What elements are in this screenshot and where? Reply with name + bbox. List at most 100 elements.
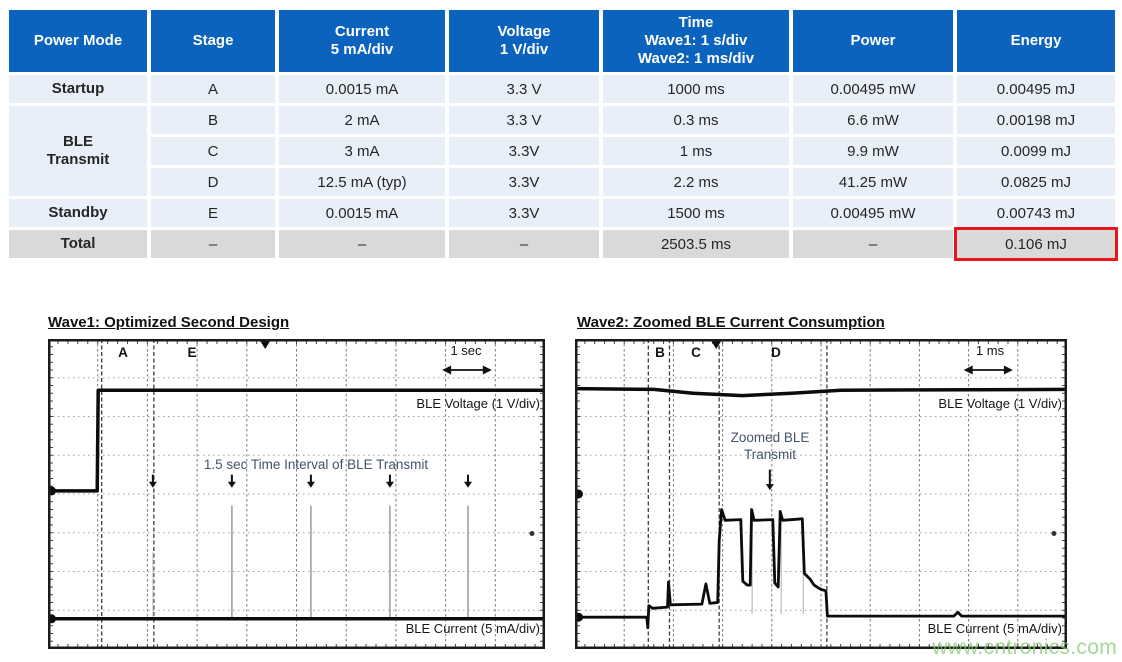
timebase-arrow-head [482, 365, 492, 375]
col-header-energy: Energy [957, 10, 1115, 72]
cell-mode: Startup [9, 75, 147, 103]
table-row-ble-c: C 3 mA 3.3V 1 ms 9.9 mW 0.0099 mJ [9, 137, 1115, 165]
cell-power: 0.00495 mW [793, 75, 953, 103]
cell-stage: C [151, 137, 275, 165]
right-edge-marker-dot [529, 531, 535, 537]
scope-border [575, 339, 1067, 649]
header-text: Time [678, 14, 714, 31]
cell-energy: 0.0825 mJ [957, 168, 1115, 196]
wave1-scope-canvas [48, 339, 545, 649]
cell-time: 1500 ms [603, 199, 789, 227]
header-text: Power Mode [33, 32, 123, 49]
header-text: Current [334, 23, 390, 40]
cell-current: 3 mA [279, 137, 445, 165]
cell-mode-ble-transmit: BLE Transmit [9, 106, 147, 196]
wave1-current-channel-label: BLE Current (5 mA/div) [405, 621, 540, 636]
cell-energy: 0.0099 mJ [957, 137, 1115, 165]
power-table: Power Mode Stage Current 5 mA/div Voltag… [5, 7, 1119, 261]
wave2-annotation-line2: Transmit [743, 447, 796, 462]
wave1-timebase-label: 1 sec [450, 343, 482, 358]
cell-power: 6.6 mW [793, 106, 953, 134]
col-header-voltage: Voltage 1 V/div [449, 10, 599, 72]
cell-stage: A [151, 75, 275, 103]
wave2-scope: B C D 1 ms BLE Voltage (1 V/div) BLE Cur… [575, 339, 1067, 649]
cell-current: 12.5 mA (typ) [279, 168, 445, 196]
col-header-power-mode: Power Mode [9, 10, 147, 72]
watermark: www.cntronics.com [932, 636, 1117, 659]
down-arrow-head [227, 481, 236, 488]
header-text: Energy [1010, 32, 1062, 49]
wave1-stage-a-label: A [118, 345, 128, 360]
table-row-ble-d: D 12.5 mA (typ) 3.3V 2.2 ms 41.25 mW 0.0… [9, 168, 1115, 196]
header-text: Wave1: 1 s/div [644, 32, 748, 49]
wave2-title: Wave2: Zoomed BLE Current Consumption [577, 314, 885, 331]
wave2-stage-c-label: C [691, 345, 701, 360]
down-arrow-head [148, 481, 157, 488]
cell-voltage: 3.3 V [449, 106, 599, 134]
cell-current: 0.0015 mA [279, 75, 445, 103]
cell-stage: E [151, 199, 275, 227]
cell-energy: 0.00743 mJ [957, 199, 1115, 227]
down-arrow-head [463, 481, 472, 488]
scope-border [48, 339, 545, 649]
cell-voltage: 3.3V [449, 168, 599, 196]
cell-time: 2503.5 ms [603, 230, 789, 258]
cell-voltage: 3.3V [449, 199, 599, 227]
wave1-annotation: 1.5 sec Time Interval of BLE Transmit [203, 457, 429, 472]
down-arrow-head [306, 481, 315, 488]
header-text: 1 V/div [499, 41, 549, 58]
cell-power: 9.9 mW [793, 137, 953, 165]
wave2-current-channel-label: BLE Current (5 mA/div) [927, 621, 1062, 636]
table-row-standby: Standby E 0.0015 mA 3.3V 1500 ms 0.00495… [9, 199, 1115, 227]
col-header-stage: Stage [151, 10, 275, 72]
cell-voltage: 3.3V [449, 137, 599, 165]
cell-power: 41.25 mW [793, 168, 953, 196]
cell-total-energy-highlighted: 0.106 mJ [954, 227, 1118, 261]
table-row-startup: Startup A 0.0015 mA 3.3 V 1000 ms 0.0049… [9, 75, 1115, 103]
header-text: 5 mA/div [330, 41, 394, 58]
cell-time: 1000 ms [603, 75, 789, 103]
wave2-timebase-label: 1 ms [975, 343, 1005, 358]
cell-time: 2.2 ms [603, 168, 789, 196]
cell-stage: D [151, 168, 275, 196]
trigger-marker [711, 341, 722, 349]
col-header-time: Time Wave1: 1 s/div Wave2: 1 ms/div [603, 10, 789, 72]
wave1-title: Wave1: Optimized Second Design [48, 314, 290, 331]
cell-energy: 0.00198 mJ [957, 106, 1115, 134]
trace [575, 508, 1067, 630]
down-arrow-head [385, 481, 394, 488]
trace [575, 386, 1067, 398]
cell-power: – [793, 230, 953, 258]
table-header-row: Power Mode Stage Current 5 mA/div Voltag… [9, 10, 1115, 72]
trace [48, 388, 545, 493]
wave2-scope-canvas [575, 339, 1067, 649]
wave1-scope: A E 1 sec BLE Voltage (1 V/div) BLE Curr… [48, 339, 545, 649]
cell-current: – [279, 230, 445, 258]
cell-voltage: – [449, 230, 599, 258]
cell-voltage: 3.3 V [449, 75, 599, 103]
wave2-voltage-channel-label: BLE Voltage (1 V/div) [938, 396, 1062, 411]
cell-stage: B [151, 106, 275, 134]
wave2-annotation: Zoomed BLE Transmit [700, 429, 840, 463]
wave2-annotation-line1: Zoomed BLE [730, 430, 810, 445]
cell-mode: Total [9, 230, 147, 258]
cell-time: 0.3 ms [603, 106, 789, 134]
cell-current: 0.0015 mA [279, 199, 445, 227]
timebase-arrow-head [963, 365, 973, 375]
wave2-stage-b-label: B [655, 345, 665, 360]
cell-energy: 0.00495 mJ [957, 75, 1115, 103]
timebase-arrow-head [442, 365, 452, 375]
cell-time: 1 ms [603, 137, 789, 165]
header-text: Power [850, 32, 896, 49]
header-text: Voltage [497, 23, 551, 40]
down-arrow-head [765, 484, 774, 491]
cell-current: 2 mA [279, 106, 445, 134]
cell-mode: Standby [9, 199, 147, 227]
col-header-current: Current 5 mA/div [279, 10, 445, 72]
table-row-ble-b: BLE Transmit B 2 mA 3.3 V 0.3 ms 6.6 mW … [9, 106, 1115, 196]
table-row-total: Total – – – 2503.5 ms – 0.106 mJ [9, 227, 1118, 261]
col-header-power: Power [793, 10, 953, 72]
cell-stage: – [151, 230, 275, 258]
cell-power: 0.00495 mW [793, 199, 953, 227]
